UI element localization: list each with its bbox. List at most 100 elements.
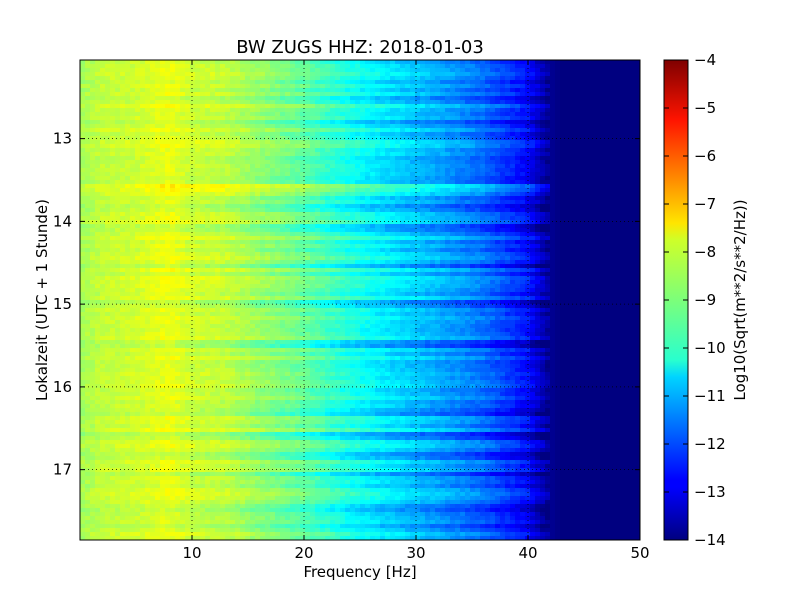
- heatmap-cell: [445, 120, 451, 125]
- heatmap-cell: [435, 160, 441, 165]
- heatmap-cell: [120, 212, 126, 217]
- heatmap-cell: [575, 104, 581, 109]
- heatmap-cell: [100, 236, 106, 241]
- heatmap-cell: [80, 112, 86, 117]
- heatmap-cell: [570, 192, 576, 197]
- heatmap-cell: [555, 192, 561, 197]
- heatmap-cell: [130, 236, 136, 241]
- heatmap-cell: [400, 168, 406, 173]
- heatmap-cell: [145, 168, 151, 173]
- heatmap-cell: [370, 236, 376, 241]
- heatmap-cell: [85, 204, 91, 209]
- heatmap-cell: [355, 176, 361, 181]
- heatmap-cell: [210, 204, 216, 209]
- heatmap-cell: [140, 100, 146, 105]
- heatmap-cell: [505, 224, 511, 229]
- heatmap-cell: [270, 196, 276, 201]
- heatmap-cell: [575, 152, 581, 157]
- heatmap-cell: [590, 124, 596, 129]
- heatmap-cell: [95, 140, 101, 145]
- heatmap-cell: [625, 176, 631, 181]
- heatmap-cell: [550, 68, 556, 73]
- heatmap-cell: [200, 108, 206, 113]
- heatmap-cell: [445, 152, 451, 157]
- heatmap-cell: [245, 76, 251, 81]
- heatmap-cell: [120, 228, 126, 233]
- heatmap-cell: [155, 124, 161, 129]
- heatmap-cell: [285, 92, 291, 97]
- heatmap-cell: [485, 208, 491, 213]
- heatmap-cell: [580, 144, 586, 149]
- heatmap-cell: [475, 80, 481, 85]
- heatmap-cell: [335, 132, 341, 137]
- heatmap-cell: [255, 216, 261, 221]
- heatmap-cell: [535, 136, 541, 141]
- heatmap-cell: [595, 148, 601, 153]
- heatmap-cell: [530, 144, 536, 149]
- heatmap-cell: [230, 224, 236, 229]
- heatmap-cell: [240, 152, 246, 157]
- heatmap-cell: [140, 180, 146, 185]
- heatmap-cell: [330, 164, 336, 169]
- heatmap-cell: [530, 96, 536, 101]
- heatmap-cell: [190, 208, 196, 213]
- heatmap-cell: [275, 224, 281, 229]
- heatmap-cell: [165, 124, 171, 129]
- heatmap-cell: [380, 168, 386, 173]
- heatmap-cell: [570, 76, 576, 81]
- heatmap-cell: [135, 120, 141, 125]
- heatmap-cell: [455, 176, 461, 181]
- heatmap-cell: [435, 140, 441, 145]
- heatmap-cell: [555, 216, 561, 221]
- heatmap-cell: [500, 140, 506, 145]
- heatmap-cell: [165, 100, 171, 105]
- heatmap-cell: [400, 212, 406, 217]
- heatmap-cell: [280, 140, 286, 145]
- heatmap-cell: [625, 168, 631, 173]
- heatmap-cell: [115, 160, 121, 165]
- heatmap-cell: [425, 60, 431, 65]
- heatmap-cell: [90, 92, 96, 97]
- heatmap-cell: [550, 120, 556, 125]
- heatmap-cell: [505, 100, 511, 105]
- heatmap-cell: [155, 220, 161, 225]
- heatmap-cell: [440, 200, 446, 205]
- heatmap-cell: [525, 172, 531, 177]
- heatmap-cell: [215, 136, 221, 141]
- heatmap-cell: [330, 184, 336, 189]
- heatmap-cell: [365, 160, 371, 165]
- heatmap-cell: [280, 152, 286, 157]
- heatmap-cell: [165, 232, 171, 237]
- heatmap-cell: [285, 132, 291, 137]
- heatmap-cell: [285, 148, 291, 153]
- heatmap-cell: [280, 148, 286, 153]
- heatmap-cell: [285, 100, 291, 105]
- heatmap-cell: [385, 64, 391, 69]
- heatmap-cell: [240, 196, 246, 201]
- heatmap-cell: [355, 228, 361, 233]
- heatmap-cell: [265, 76, 271, 81]
- heatmap-cell: [325, 144, 331, 149]
- heatmap-cell: [375, 112, 381, 117]
- heatmap-cell: [375, 144, 381, 149]
- heatmap-cell: [545, 120, 551, 125]
- heatmap-cell: [190, 224, 196, 229]
- heatmap-cell: [120, 220, 126, 225]
- heatmap-cell: [340, 140, 346, 145]
- heatmap-cell: [95, 236, 101, 241]
- heatmap-cell: [395, 120, 401, 125]
- heatmap-cell: [100, 176, 106, 181]
- heatmap-cell: [250, 120, 256, 125]
- heatmap-cell: [630, 120, 636, 125]
- heatmap-cell: [325, 84, 331, 89]
- heatmap-cell: [415, 72, 421, 77]
- heatmap-cell: [485, 216, 491, 221]
- heatmap-cell: [575, 192, 581, 197]
- heatmap-cell: [310, 180, 316, 185]
- heatmap-cell: [245, 232, 251, 237]
- heatmap-cell: [120, 144, 126, 149]
- heatmap-cell: [625, 192, 631, 197]
- heatmap-cell: [475, 204, 481, 209]
- heatmap-cell: [355, 236, 361, 241]
- heatmap-cell: [585, 88, 591, 93]
